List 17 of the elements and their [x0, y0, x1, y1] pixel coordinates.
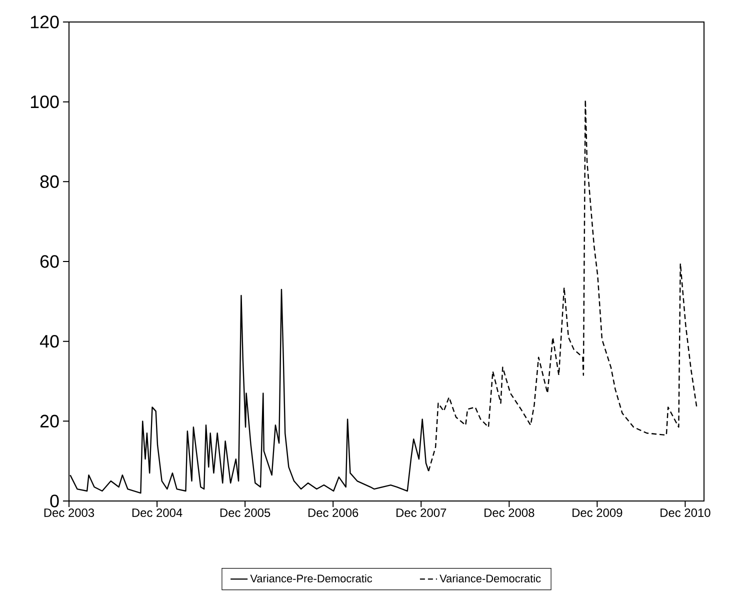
- y-tick-label: 80: [40, 175, 59, 188]
- legend-label: Variance-Democratic: [440, 574, 541, 582]
- y-tick-label: 100: [30, 95, 59, 108]
- x-tick-label: Dec 2009: [572, 508, 622, 517]
- x-tick-label: Dec 2010: [660, 508, 710, 517]
- y-tick-label: 40: [40, 334, 59, 348]
- x-tick-label: Dec 2007: [396, 508, 446, 517]
- x-tick-label: Dec 2003: [44, 508, 94, 517]
- x-tick-label: Dec 2006: [308, 508, 358, 517]
- y-tick-label: 20: [40, 414, 59, 428]
- y-tick-label: 0: [50, 494, 59, 508]
- y-tick-label: 120: [30, 16, 59, 28]
- x-tick-label: Dec 2004: [132, 508, 182, 517]
- legend-label: Variance-Pre-Democratic: [250, 574, 372, 582]
- y-tick-label: 60: [40, 255, 59, 268]
- x-tick-label: Dec 2008: [484, 508, 534, 517]
- x-tick-label: Dec 2005: [220, 508, 270, 517]
